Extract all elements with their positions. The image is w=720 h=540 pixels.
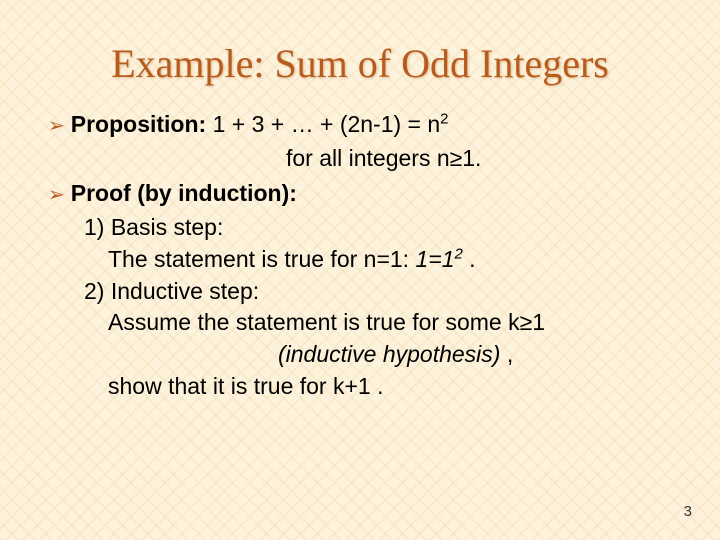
- bullet-icon: ➢: [48, 182, 65, 210]
- proposition-row: ➢ Proposition: 1 + 3 + … + (2n-1) = n2: [48, 109, 672, 141]
- slide-title: Example: Sum of Odd Integers: [48, 40, 672, 87]
- inductive-step-num: 2) Inductive step:: [48, 276, 672, 308]
- proposition-condition: for all integers n≥1.: [48, 143, 672, 175]
- proposition-label: Proposition:: [71, 111, 206, 137]
- inductive-show: show that it is true for k+1 .: [48, 371, 672, 403]
- basis-step-line: The statement is true for n=1: 1=12 .: [48, 244, 672, 276]
- proof-row: ➢ Proof (by induction):: [48, 178, 672, 210]
- page-number: 3: [684, 503, 692, 520]
- proposition-formula: 1 + 3 + … + (2n-1) = n2: [213, 111, 449, 137]
- inductive-hypothesis: (inductive hypothesis) ,: [48, 339, 672, 371]
- proof-label: Proof (by induction):: [71, 178, 297, 210]
- slide-content: ➢ Proposition: 1 + 3 + … + (2n-1) = n2 f…: [48, 109, 672, 403]
- inductive-assume: Assume the statement is true for some k≥…: [48, 307, 672, 339]
- bullet-icon: ➢: [48, 113, 65, 141]
- slide: Example: Sum of Odd Integers ➢ Propositi…: [0, 0, 720, 540]
- proposition-text: Proposition: 1 + 3 + … + (2n-1) = n2: [71, 109, 449, 141]
- basis-step-num: 1) Basis step:: [48, 212, 672, 244]
